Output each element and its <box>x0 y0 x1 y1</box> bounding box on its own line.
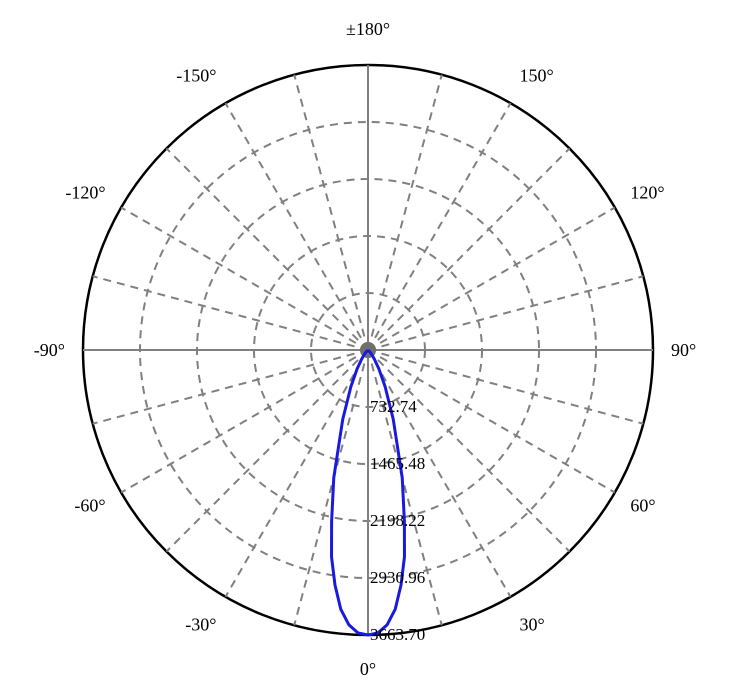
angle-label: -90° <box>34 340 65 360</box>
grid-spoke <box>121 350 368 493</box>
grid-spoke <box>93 350 368 424</box>
grid-spoke <box>368 276 643 350</box>
grid-spoke <box>93 276 368 350</box>
angle-label: 120° <box>630 183 664 203</box>
radial-tick-label: 2198.22 <box>370 511 425 530</box>
grid-spoke <box>368 148 570 350</box>
grid-spoke <box>368 75 442 350</box>
angle-label: ±180° <box>346 19 390 39</box>
grid-spoke <box>294 75 368 350</box>
grid-spoke <box>166 148 368 350</box>
radial-tick-label: 732.74 <box>370 397 417 416</box>
angle-label: -150° <box>176 66 216 86</box>
radial-tick-label: 2930.96 <box>370 568 425 587</box>
angle-label: 150° <box>520 66 554 86</box>
polar-chart: 732.74 1465.48 2198.22 2930.96 3663.70 0° 30° 6… <box>0 0 737 699</box>
grid-spoke <box>368 103 511 350</box>
angle-label: -30° <box>185 614 216 634</box>
angle-label: 0° <box>360 659 376 679</box>
angle-label: -120° <box>65 183 105 203</box>
grid-spoke <box>121 208 368 351</box>
radial-labels: 732.74 1465.48 2198.22 2930.96 3663.70 <box>370 397 425 644</box>
angle-label: 30° <box>520 614 545 634</box>
angle-label: 90° <box>671 340 696 360</box>
grid-spoke <box>368 350 511 597</box>
grid-spoke <box>226 103 369 350</box>
grid-spoke <box>226 350 369 597</box>
grid-spoke <box>294 350 368 625</box>
radial-tick-label: 3663.70 <box>370 625 425 644</box>
radial-tick-label: 1465.48 <box>370 454 425 473</box>
grid-spoke <box>368 208 615 351</box>
angle-label: -60° <box>74 496 105 516</box>
angle-label: 60° <box>630 496 655 516</box>
